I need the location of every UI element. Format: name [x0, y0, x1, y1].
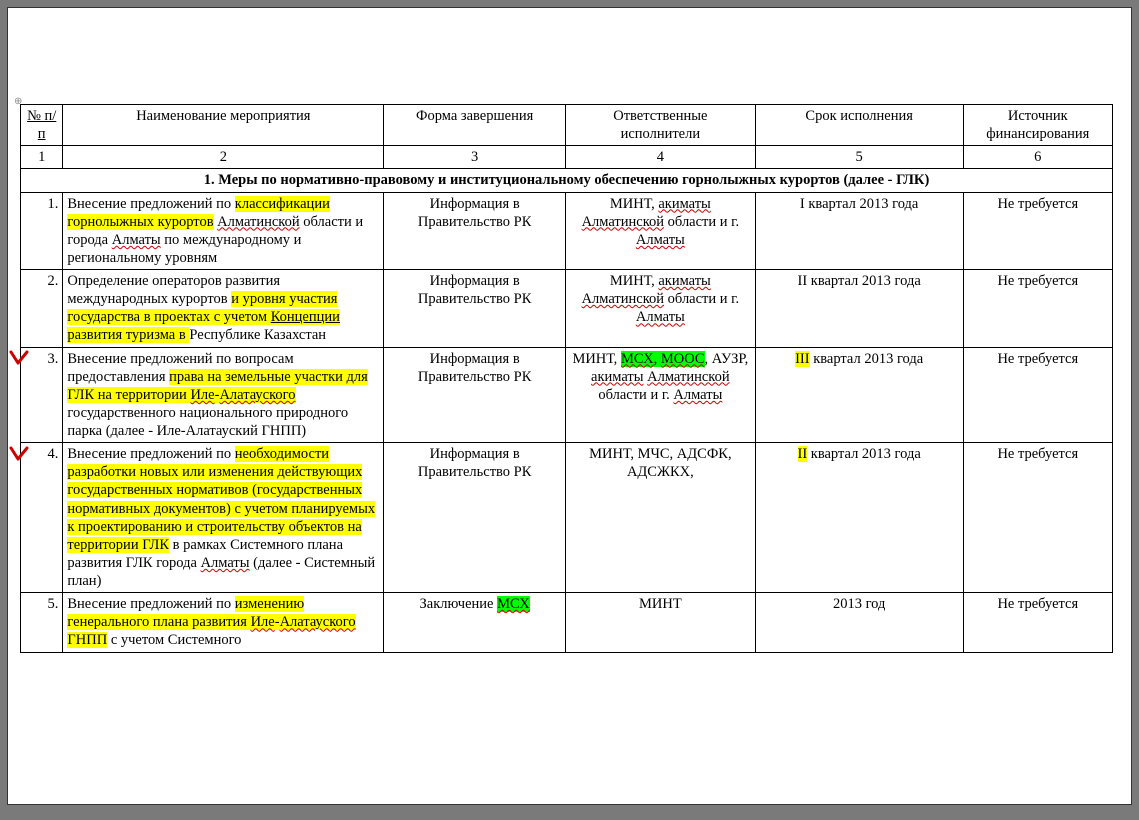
cell-deadline: II квартал 2013 года [755, 443, 963, 593]
col-header-resp: Ответственные исполнители [565, 105, 755, 146]
table-row: 1.Внесение предложений по классификации … [21, 192, 1113, 270]
cell-responsible: МИНТ [565, 593, 755, 652]
col-header-fin: Источник финансирования [963, 105, 1112, 146]
cell-name: Внесение предложений по изменению генера… [63, 593, 384, 652]
section-row: 1. Меры по нормативно-правовому и инстит… [21, 169, 1113, 192]
row-number: 2. [21, 270, 63, 348]
cell-responsible: МИНТ, акиматы Алматинской области и г. А… [565, 270, 755, 348]
table-anchor-icon [14, 96, 22, 107]
cell-deadline: III квартал 2013 года [755, 347, 963, 443]
cell-responsible: МИНТ, МСХ, МООС, АУЗР, акиматы Алматинск… [565, 347, 755, 443]
row-number: 5. [21, 593, 63, 652]
cell-financing: Не требуется [963, 347, 1112, 443]
cell-responsible: МИНТ, МЧС, АДСФК, АДСЖКХ, [565, 443, 755, 593]
cell-name: Определение операторов развития междунар… [63, 270, 384, 348]
cell-name: Внесение предложений по необходимости ра… [63, 443, 384, 593]
cell-form: Информация в Правительство РК [384, 192, 566, 270]
col-header-deadline: Срок исполнения [755, 105, 963, 146]
section-title: 1. Меры по нормативно-правовому и инстит… [21, 169, 1113, 192]
document-page: № п/п Наименование мероприятия Форма зав… [8, 8, 1131, 804]
cell-financing: Не требуется [963, 593, 1112, 652]
table-row: 4.Внесение предложений по необходимости … [21, 443, 1113, 593]
cell-form: Информация в Правительство РК [384, 347, 566, 443]
cell-responsible: МИНТ, акиматы Алматинской области и г. А… [565, 192, 755, 270]
colnum-6: 6 [963, 146, 1112, 169]
cell-name: Внесение предложений по вопросам предост… [63, 347, 384, 443]
cell-form: Информация в Правительство РК [384, 443, 566, 593]
colnum-2: 2 [63, 146, 384, 169]
cell-deadline: I квартал 2013 года [755, 192, 963, 270]
cell-form: Информация в Правительство РК [384, 270, 566, 348]
column-number-row: 1 2 3 4 5 6 [21, 146, 1113, 169]
col-header-name: Наименование мероприятия [63, 105, 384, 146]
cell-deadline: II квартал 2013 года [755, 270, 963, 348]
red-check-icon [8, 349, 30, 371]
colnum-1: 1 [21, 146, 63, 169]
table-row: 2.Определение операторов развития междун… [21, 270, 1113, 348]
cell-financing: Не требуется [963, 443, 1112, 593]
col-header-form: Форма завершения [384, 105, 566, 146]
colnum-3: 3 [384, 146, 566, 169]
table-row: 3.Внесение предложений по вопросам предо… [21, 347, 1113, 443]
table-body: 1.Внесение предложений по классификации … [21, 192, 1113, 652]
cell-financing: Не требуется [963, 192, 1112, 270]
table-header: № п/п Наименование мероприятия Форма зав… [21, 105, 1113, 193]
cell-financing: Не требуется [963, 270, 1112, 348]
row-number: 1. [21, 192, 63, 270]
cell-name: Внесение предложений по классификации го… [63, 192, 384, 270]
col-header-num: № п/п [21, 105, 63, 146]
table-row: 5.Внесение предложений по изменению гене… [21, 593, 1113, 652]
colnum-4: 4 [565, 146, 755, 169]
regulatory-plan-table: № п/п Наименование мероприятия Форма зав… [20, 104, 1113, 653]
colnum-5: 5 [755, 146, 963, 169]
cell-form: Заключение МСХ [384, 593, 566, 652]
header-row: № п/п Наименование мероприятия Форма зав… [21, 105, 1113, 146]
red-check-icon [8, 445, 30, 467]
cell-deadline: 2013 год [755, 593, 963, 652]
